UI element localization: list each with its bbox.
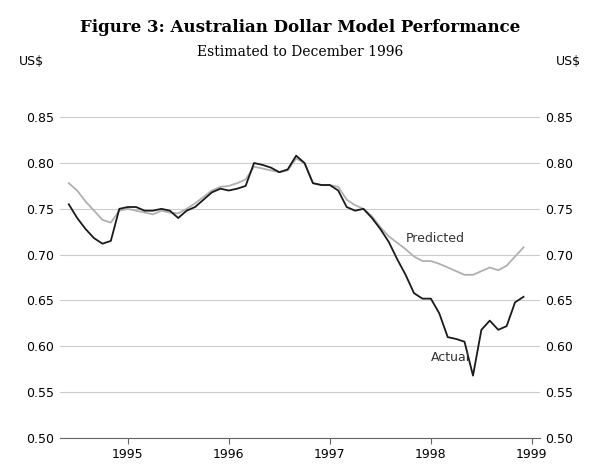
Text: Figure 3: Australian Dollar Model Performance: Figure 3: Australian Dollar Model Perfor… xyxy=(80,19,520,36)
Text: US$: US$ xyxy=(19,55,44,68)
Text: US$: US$ xyxy=(556,55,581,68)
Text: Predicted: Predicted xyxy=(406,232,464,245)
Text: Estimated to December 1996: Estimated to December 1996 xyxy=(197,45,403,59)
Text: Actual: Actual xyxy=(431,351,470,364)
